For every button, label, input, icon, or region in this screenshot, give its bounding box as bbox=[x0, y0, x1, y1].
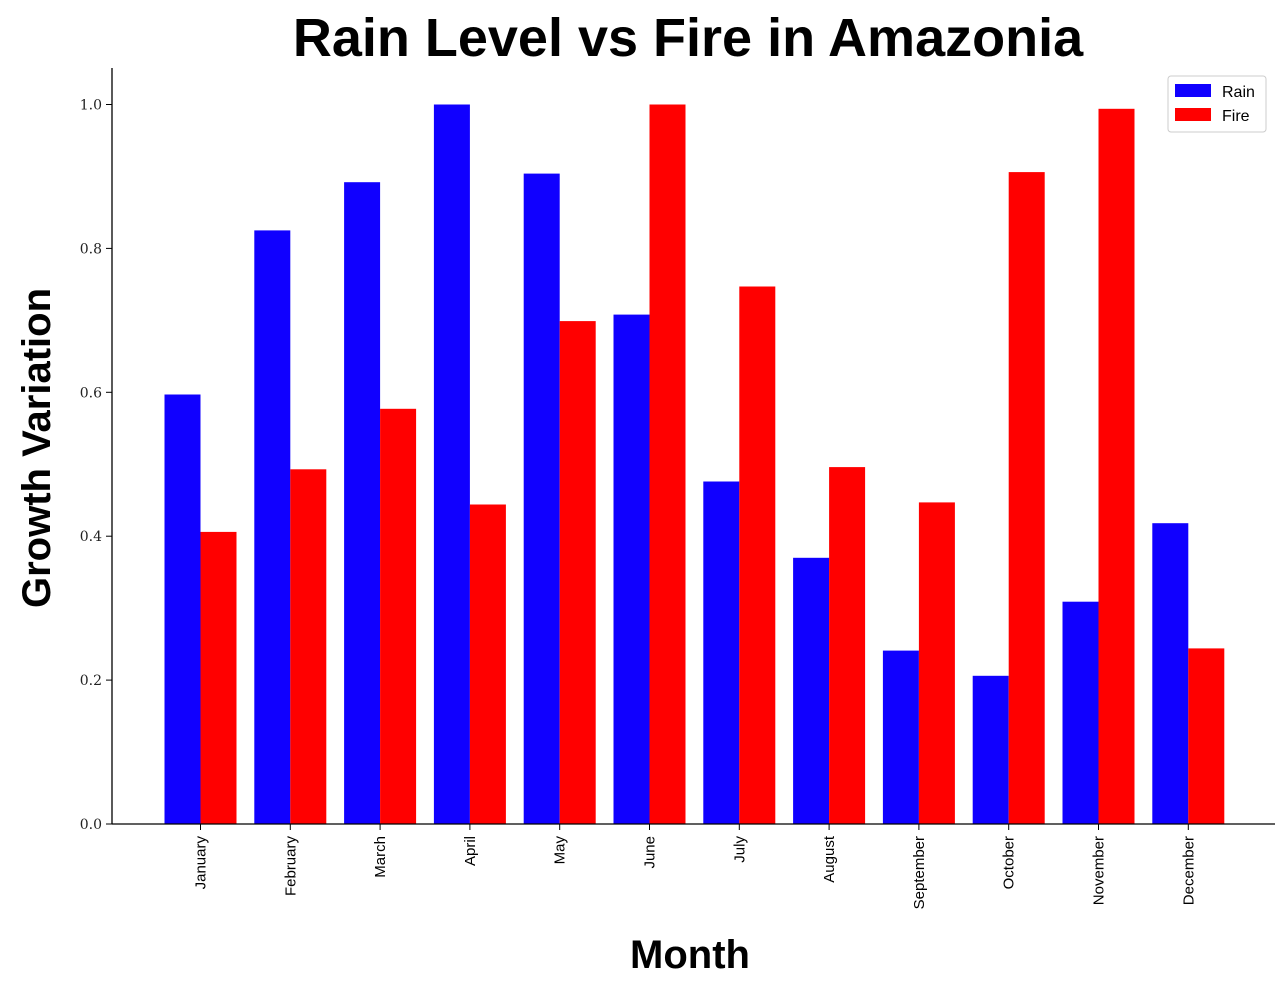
x-tick-label-april: April bbox=[462, 836, 479, 866]
legend-label-fire: Fire bbox=[1222, 108, 1250, 125]
bar-rain-december bbox=[1152, 523, 1189, 824]
bar-rain-september bbox=[882, 650, 919, 824]
bar-fire-october bbox=[1008, 172, 1045, 825]
bar-rain-april bbox=[433, 104, 470, 824]
bar-fire-november bbox=[1098, 108, 1135, 825]
x-tick-label-november: November bbox=[1091, 836, 1108, 905]
bar-fire-may bbox=[559, 321, 596, 824]
bar-rain-february bbox=[254, 230, 291, 824]
y-axis-title: Growth Variation bbox=[15, 288, 59, 608]
y-tick-label: 0.2 bbox=[80, 673, 102, 689]
bar-rain-march bbox=[344, 182, 381, 824]
x-tick-label-september: September bbox=[911, 836, 928, 909]
bar-fire-march bbox=[380, 408, 417, 824]
bar-fire-august bbox=[829, 467, 866, 824]
chart-title: Rain Level vs Fire in Amazonia bbox=[293, 8, 1084, 68]
bar-fire-december bbox=[1188, 648, 1225, 824]
bar-fire-june bbox=[649, 104, 686, 824]
bar-rain-october bbox=[972, 675, 1009, 824]
y-tick-label: 0.0 bbox=[80, 817, 102, 833]
x-axis-ticks: January February March April May June July Augu… bbox=[193, 824, 1197, 909]
y-tick-label: 0.4 bbox=[80, 529, 102, 545]
bar-rain-august bbox=[793, 557, 830, 824]
x-tick-label-march: March bbox=[372, 836, 389, 878]
legend-label-rain: Rain bbox=[1222, 84, 1255, 101]
bar-fire-july bbox=[739, 286, 776, 824]
bars-layer bbox=[164, 104, 1225, 825]
x-tick-label-may: May bbox=[552, 836, 569, 865]
bar-rain-november bbox=[1062, 601, 1099, 824]
bar-fire-february bbox=[290, 469, 327, 824]
y-tick-label: 1.0 bbox=[80, 98, 102, 114]
x-tick-label-december: December bbox=[1180, 836, 1197, 905]
bar-rain-june bbox=[613, 314, 650, 824]
legend-swatch-fire bbox=[1175, 108, 1211, 121]
y-tick-label: 0.8 bbox=[80, 241, 102, 257]
x-tick-label-october: October bbox=[1001, 836, 1018, 889]
x-tick-label-june: June bbox=[642, 836, 659, 869]
x-tick-label-january: January bbox=[193, 836, 210, 890]
x-tick-label-july: July bbox=[731, 836, 748, 863]
bar-rain-january bbox=[164, 394, 201, 824]
legend: Rain Fire bbox=[1167, 75, 1267, 133]
x-tick-label-august: August bbox=[821, 835, 838, 883]
x-tick-label-february: February bbox=[282, 836, 299, 897]
y-axis-ticks: 0.0 0.2 0.4 0.6 0.8 1.0 bbox=[80, 98, 112, 833]
bar-rain-july bbox=[703, 481, 740, 824]
y-tick-label: 0.6 bbox=[80, 385, 102, 401]
bar-fire-september bbox=[918, 502, 955, 824]
bar-fire-january bbox=[200, 531, 237, 824]
bar-rain-may bbox=[523, 173, 560, 825]
x-axis-title: Month bbox=[630, 933, 750, 977]
bar-fire-april bbox=[469, 504, 506, 824]
legend-swatch-rain bbox=[1175, 84, 1211, 97]
